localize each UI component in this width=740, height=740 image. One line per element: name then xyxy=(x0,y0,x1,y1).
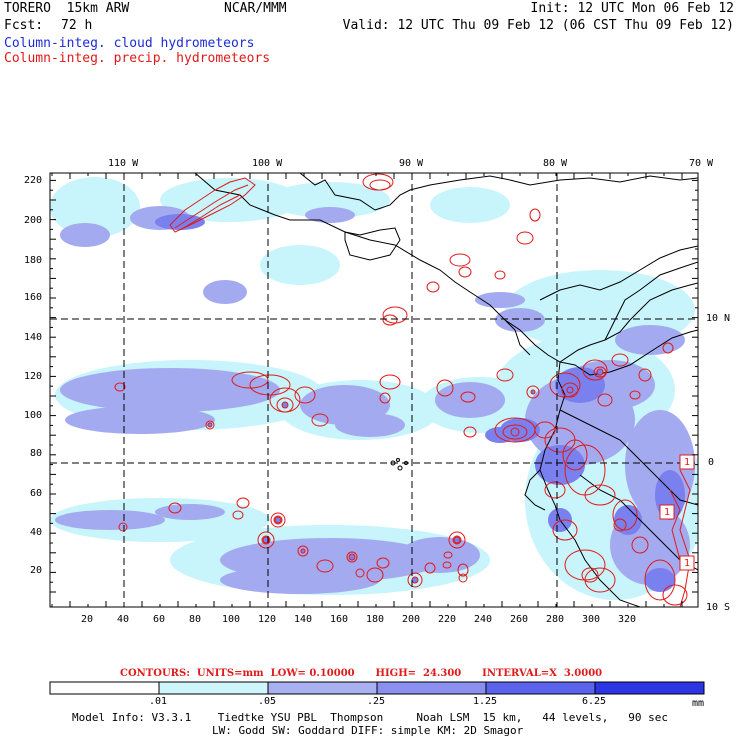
lat-label-10s: 10 S xyxy=(706,602,731,613)
colorbar-unit: mm xyxy=(692,698,705,709)
x-tick-300: 300 xyxy=(582,614,601,625)
x-tick-80: 80 xyxy=(189,614,202,625)
colorbar-label-125: 1.25 xyxy=(472,696,498,707)
forecast-hour: 72 h xyxy=(61,18,93,33)
graticule xyxy=(50,173,698,607)
x-tick-120: 120 xyxy=(258,614,277,625)
colorbar-swatch xyxy=(267,681,378,695)
x-tick-260: 260 xyxy=(510,614,529,625)
colorbar-swatch xyxy=(49,681,160,695)
y-tick-60: 60 xyxy=(30,488,43,499)
model-info-line1: Model Info: V3.3.1 Tiedtke YSU PBL Thomp… xyxy=(72,711,669,724)
model-name: TORERO 15km ARW xyxy=(4,1,130,16)
x-tick-220: 220 xyxy=(438,614,457,625)
lon-label-100w: 100 W xyxy=(252,158,283,169)
colorbar-label-005: .05 xyxy=(257,696,277,707)
y-tick-80: 80 xyxy=(30,448,43,459)
storm-cores xyxy=(207,368,604,584)
lat-label-0: 0 xyxy=(708,457,715,468)
cloud-shading xyxy=(50,177,698,600)
legend-cloud: Column-integ. cloud hydrometeors xyxy=(4,36,255,51)
colorbar-swatch xyxy=(376,681,487,695)
x-tick-140: 140 xyxy=(294,614,313,625)
x-tick-240: 240 xyxy=(474,614,493,625)
model-center: NCAR/MMM xyxy=(224,1,287,16)
x-tick-320: 320 xyxy=(618,614,637,625)
contour-info: CONTOURS: UNITS=mm LOW= 0.10000 HIGH= 24… xyxy=(120,668,603,679)
init-time: Init: 12 UTC Mon 06 Feb 12 xyxy=(530,1,735,16)
axis-ticks xyxy=(50,173,698,607)
lon-label-80w: 80 W xyxy=(543,158,568,169)
lat-label-10n: 10 N xyxy=(706,313,731,324)
colorbar-label-625: 6.25 xyxy=(581,696,607,707)
x-tick-280: 280 xyxy=(546,614,565,625)
x-tick-60: 60 xyxy=(153,614,166,625)
forecast-label: Fcst: xyxy=(4,18,44,33)
map-frame xyxy=(49,172,699,608)
x-tick-20: 20 xyxy=(81,614,94,625)
x-tick-200: 200 xyxy=(402,614,421,625)
valid-time: Valid: 12 UTC Thu 09 Feb 12 (06 CST Thu … xyxy=(342,18,734,33)
y-tick-200: 200 xyxy=(24,215,43,226)
model-info-line2: LW: Godd SW: Goddard DIFF: simple KM: 2D… xyxy=(212,724,524,737)
contour-label: 1 xyxy=(684,558,691,569)
colorbar-swatch xyxy=(158,681,269,695)
colorbar-swatch xyxy=(594,681,705,695)
lon-label-110w: 110 W xyxy=(108,158,139,169)
x-tick-40: 40 xyxy=(117,614,130,625)
legend-precip: Column-integ. precip. hydrometeors xyxy=(4,51,271,66)
y-tick-160: 160 xyxy=(24,292,43,303)
colorbar-swatch xyxy=(485,681,596,695)
y-tick-20: 20 xyxy=(30,565,43,576)
colorbar-label-025: .25 xyxy=(366,696,386,707)
colorbar-label-001: .01 xyxy=(148,696,168,707)
y-tick-100: 100 xyxy=(24,410,43,421)
contour-label: 1 xyxy=(664,507,671,518)
x-tick-160: 160 xyxy=(330,614,349,625)
y-tick-120: 120 xyxy=(24,371,43,382)
y-tick-140: 140 xyxy=(24,332,43,343)
y-tick-40: 40 xyxy=(30,527,43,538)
contour-label-boxes xyxy=(659,454,695,571)
y-tick-220: 220 xyxy=(24,175,43,186)
x-tick-100: 100 xyxy=(222,614,241,625)
precip-contours xyxy=(114,173,691,607)
coastlines xyxy=(194,173,698,607)
y-tick-180: 180 xyxy=(24,255,43,266)
lon-label-90w: 90 W xyxy=(399,158,424,169)
x-tick-180: 180 xyxy=(366,614,385,625)
contour-label: 1 xyxy=(684,457,691,468)
lon-label-70w: 70 W xyxy=(689,158,714,169)
